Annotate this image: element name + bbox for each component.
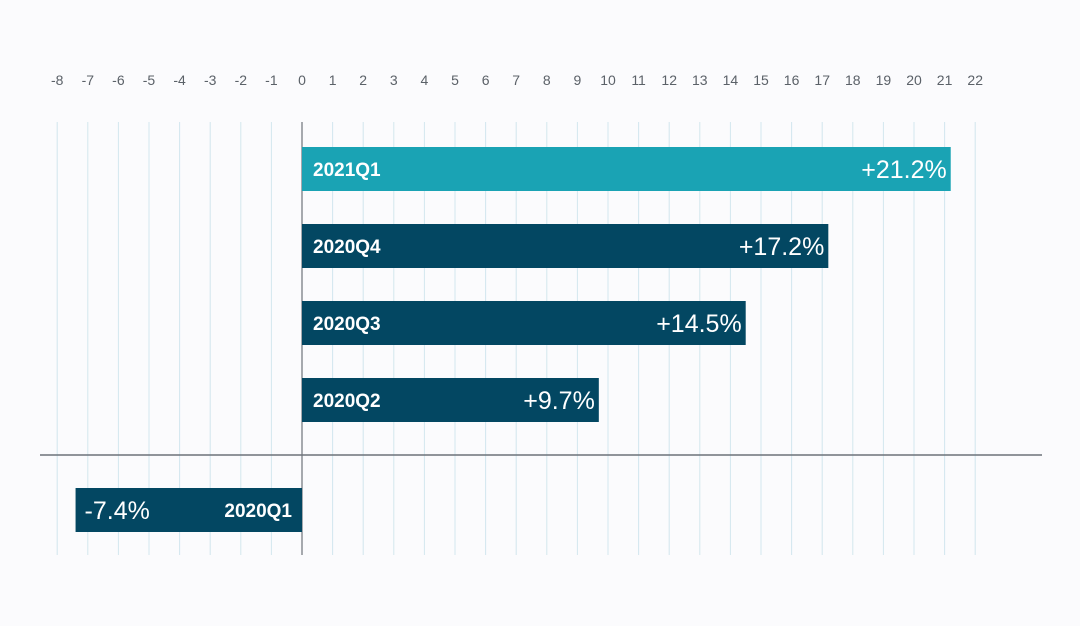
bar-category-label: 2021Q1: [313, 160, 381, 181]
x-tick-label: 8: [543, 72, 551, 88]
bar-category-label: 2020Q2: [313, 391, 381, 412]
x-tick-label: 4: [421, 72, 429, 88]
x-tick-label: -7: [82, 72, 95, 88]
bar-2020q3: [302, 301, 746, 345]
bar-category-label: 2020Q4: [313, 237, 381, 258]
x-tick-label: 11: [631, 72, 646, 88]
x-tick-label: 2: [359, 72, 367, 88]
bar-category-label: 2020Q1: [224, 501, 292, 522]
bar-value-label: +21.2%: [861, 156, 947, 184]
bar-value-label: +17.2%: [739, 233, 825, 261]
x-tick-label: 20: [906, 72, 922, 88]
bar-2020q1: [75, 488, 302, 532]
x-tick-label: 18: [845, 72, 861, 88]
x-tick-label: 10: [600, 72, 616, 88]
x-tick-label: -2: [235, 72, 248, 88]
x-tick-label: 15: [753, 72, 769, 88]
bar-2020q2: [302, 378, 599, 422]
x-tick-label: 6: [482, 72, 490, 88]
bar-category-label: 2020Q3: [313, 314, 381, 335]
x-tick-label: -5: [143, 72, 156, 88]
x-tick-label: -6: [112, 72, 125, 88]
x-tick-label: 7: [512, 72, 520, 88]
x-tick-label: 17: [814, 72, 830, 88]
x-tick-label: -1: [265, 72, 278, 88]
bar-2021q1: [302, 147, 951, 191]
x-tick-label: 14: [723, 72, 739, 88]
x-tick-label: 3: [390, 72, 398, 88]
bar-layer: 2021Q1 +21.2% 2020Q4 +17.2% 2020Q3 +14.5% 2020…: [75, 147, 951, 532]
x-tick-label: 13: [692, 72, 708, 88]
x-tick-label: 5: [451, 72, 459, 88]
x-tick-label: 22: [967, 72, 983, 88]
x-tick-label: -3: [204, 72, 217, 88]
x-tick-label: 0: [298, 72, 306, 88]
x-tick-label: 9: [574, 72, 582, 88]
x-tick-label: 21: [937, 72, 953, 88]
x-tick-label: -4: [173, 72, 186, 88]
x-tick-label: 12: [661, 72, 677, 88]
x-tick-label: 19: [876, 72, 892, 88]
bar-value-label: +9.7%: [523, 387, 595, 415]
bar-value-label: +14.5%: [656, 310, 742, 338]
tick-layer: -8 -7 -6 -5 -4 -3 -2 -1 0 1 2 3 4 5 6 7 8 9 10 11 12 13 14 15 16…: [51, 72, 983, 88]
x-tick-label: 1: [329, 72, 337, 88]
bar-2020q4: [302, 224, 829, 268]
x-tick-label: 16: [784, 72, 800, 88]
x-tick-label: -8: [51, 72, 64, 88]
bar-value-label: -7.4%: [85, 497, 150, 525]
